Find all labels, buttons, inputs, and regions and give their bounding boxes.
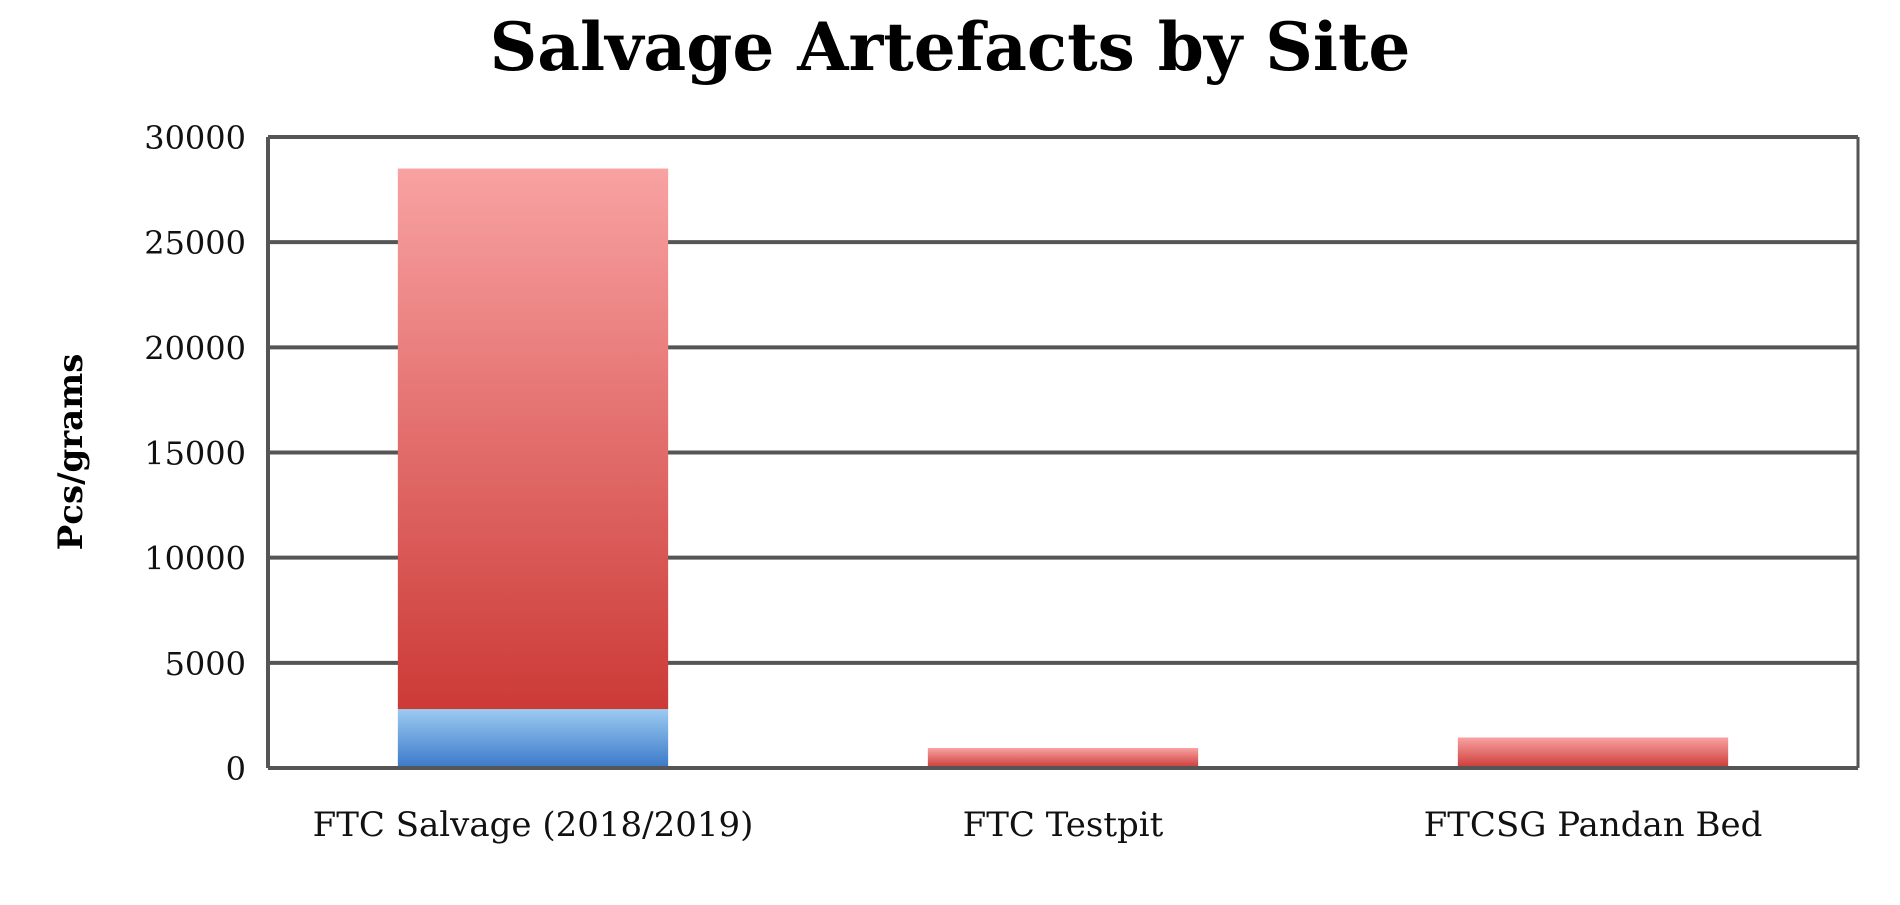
- bar-segment: [1457, 737, 1729, 768]
- y-tick-label: 10000: [144, 540, 246, 578]
- y-tick-labels: 0 5000 10000 15000 20000 25000 30000: [144, 119, 246, 788]
- bar-segment: [927, 748, 1199, 768]
- x-tick-label: FTC Salvage (2018/2019): [313, 805, 754, 845]
- x-tick-label: FTC Testpit: [963, 805, 1164, 845]
- y-tick-label: 20000: [144, 329, 246, 367]
- x-tick-labels: FTC Salvage (2018/2019) FTC Testpit FTCSG …: [313, 805, 1763, 845]
- x-tick-label: FTCSG Pandan Bed: [1424, 805, 1763, 845]
- bar-segment: [397, 168, 669, 710]
- y-tick-label: 30000: [144, 119, 246, 157]
- chart-title: Salvage Artefacts by Site: [490, 8, 1411, 86]
- y-tick-label: 0: [226, 750, 246, 788]
- y-tick-label: 15000: [144, 435, 246, 473]
- y-tick-label: 5000: [165, 645, 246, 683]
- bar-segment: [397, 709, 669, 768]
- y-tick-label: 25000: [144, 224, 246, 262]
- axes: [266, 137, 1860, 770]
- bars: [397, 168, 1729, 768]
- y-axis-label: Pcs/grams: [51, 354, 91, 551]
